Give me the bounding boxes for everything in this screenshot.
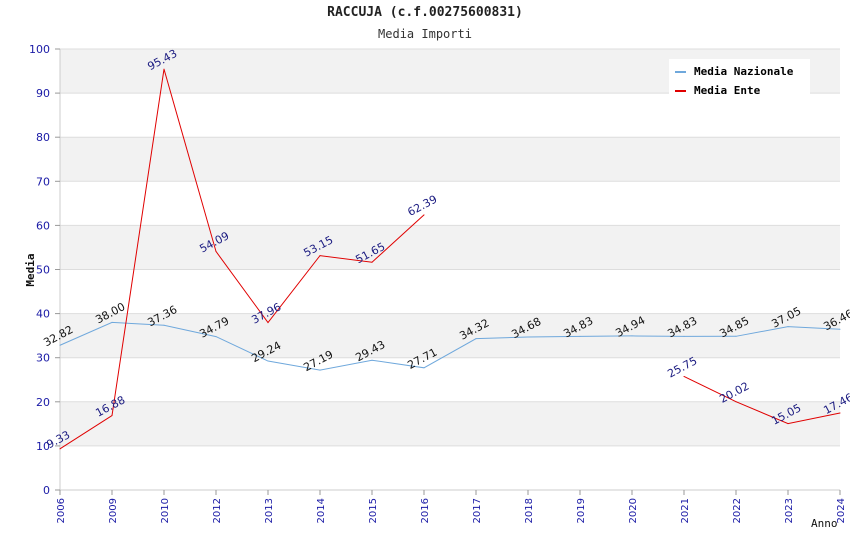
- data-point-media-ente: [683, 375, 685, 377]
- grid-band: [60, 93, 840, 138]
- y-tick-label: 0: [43, 484, 50, 497]
- x-tick-label: 2024: [836, 498, 847, 523]
- data-point-media-ente: [735, 401, 737, 403]
- y-tick-label: 80: [36, 131, 50, 144]
- x-tick-label: 2021: [680, 498, 691, 523]
- x-tick-label: 2016: [420, 498, 431, 523]
- legend-label-media-nazionale: Media Nazionale: [694, 65, 794, 78]
- y-tick-label: 70: [36, 175, 50, 188]
- data-point-media-ente: [319, 255, 321, 257]
- x-tick-label: 2018: [524, 498, 535, 523]
- data-point-media-nazionale: [59, 344, 61, 346]
- grid-band: [60, 269, 840, 314]
- x-axis-title: Anno: [811, 517, 838, 530]
- grid-band: [60, 357, 840, 402]
- data-point-media-nazionale: [319, 369, 321, 371]
- data-point-media-nazionale: [579, 335, 581, 337]
- y-tick-label: 100: [29, 43, 50, 56]
- y-axis-title: Media: [24, 253, 37, 286]
- x-tick-label: 2020: [628, 498, 639, 523]
- x-tick-label: 2015: [368, 498, 379, 523]
- data-point-media-nazionale: [683, 335, 685, 337]
- y-tick-label: 30: [36, 352, 50, 365]
- x-tick-label: 2017: [472, 498, 483, 523]
- data-point-media-nazionale: [215, 336, 217, 338]
- x-tick-label: 2006: [56, 498, 67, 523]
- data-point-media-nazionale: [735, 335, 737, 337]
- y-tick-label: 40: [36, 308, 50, 321]
- x-tick-label: 2022: [732, 498, 743, 523]
- grid-band: [60, 445, 840, 490]
- x-tick-label: 2023: [784, 498, 795, 523]
- chart-title: RACCUJA (c.f.00275600831): [327, 5, 523, 20]
- grid-band: [60, 137, 840, 182]
- y-tick-label: 10: [36, 440, 50, 453]
- data-point-media-nazionale: [839, 328, 841, 330]
- x-tick-label: 2019: [576, 498, 587, 523]
- data-point-media-nazionale: [787, 326, 789, 328]
- grid-band: [60, 313, 840, 358]
- series-line-media-ente: [683, 375, 841, 425]
- data-point-media-nazionale: [111, 321, 113, 323]
- data-point-media-nazionale: [163, 324, 165, 326]
- y-tick-label: 90: [36, 87, 50, 100]
- legend: Media Nazionale Media Ente: [669, 59, 810, 100]
- grid-band: [60, 225, 840, 270]
- data-point-media-nazionale: [527, 336, 529, 338]
- data-point-media-nazionale: [423, 367, 425, 369]
- y-tick-label: 20: [36, 396, 50, 409]
- x-tick-label: 2009: [108, 498, 119, 523]
- data-point-media-ente: [267, 322, 269, 324]
- x-tick-label: 2012: [212, 498, 223, 523]
- chart-subtitle: Media Importi: [378, 27, 472, 41]
- series-line-media-nazionale: [59, 321, 841, 371]
- data-point-media-nazionale: [267, 360, 269, 362]
- x-tick-label: 2013: [264, 498, 275, 523]
- data-point-media-ente: [111, 415, 113, 417]
- series-line-media-ente: [59, 69, 425, 450]
- x-tick-label: 2014: [316, 498, 327, 523]
- x-tick-label: 2010: [160, 498, 171, 523]
- legend-label-media-ente: Media Ente: [694, 84, 761, 97]
- data-point-media-ente: [371, 261, 373, 263]
- grid-band: [60, 401, 840, 446]
- grid-band: [60, 181, 840, 226]
- data-point-media-nazionale: [475, 338, 477, 340]
- y-tick-label: 60: [36, 219, 50, 232]
- y-tick-label: 50: [36, 264, 50, 277]
- data-point-media-nazionale: [631, 335, 633, 337]
- data-point-media-ente: [423, 214, 425, 216]
- data-point-media-ente: [839, 412, 841, 414]
- data-point-media-ente: [787, 423, 789, 425]
- data-point-media-ente: [59, 448, 61, 450]
- data-point-media-ente: [163, 68, 165, 70]
- data-point-media-nazionale: [371, 359, 373, 361]
- data-point-media-ente: [215, 250, 217, 252]
